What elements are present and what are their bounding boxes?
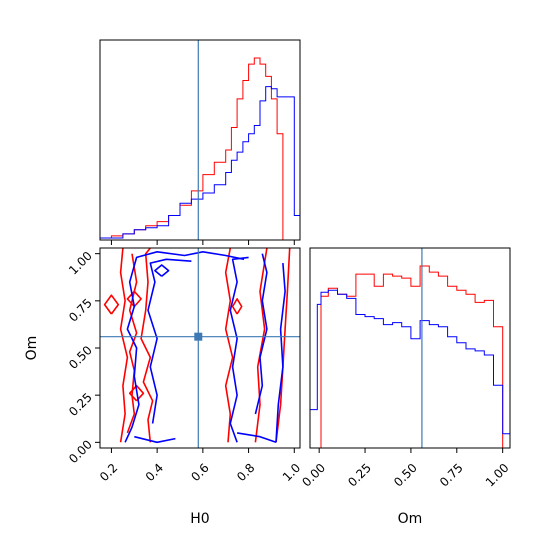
om-histogram-x-tick-label-3: 0.75 xyxy=(437,461,466,490)
joint-x-tick-label-1: 0.4 xyxy=(143,461,166,484)
om-histogram-x-tick-label-2: 0.50 xyxy=(391,461,420,490)
joint-contour-0-2 xyxy=(126,253,138,434)
joint-y-tick-label-4: 1.00 xyxy=(66,249,95,278)
joint-y-tick-label-0: 0.00 xyxy=(66,437,95,466)
joint-y-tick-label-2: 0.50 xyxy=(66,343,95,372)
h0-histogram-frame xyxy=(99,39,301,241)
joint-contour-panel: 0.2 0.4 0.6 0.8 1.0 0.000.250.500.751.00 H0 … xyxy=(24,247,303,527)
joint-contour-1-1 xyxy=(134,435,176,444)
joint-contour-1-3 xyxy=(229,256,249,443)
om-histogram-ticks: 0.00 0.25 0.50 0.75 1.00 xyxy=(299,448,512,490)
om-histogram-x-tick-label-1: 0.25 xyxy=(345,461,374,490)
h0-histogram-series-1 xyxy=(100,86,300,239)
joint-contour-frame xyxy=(99,247,301,449)
joint-contour-0-0 xyxy=(119,247,129,443)
om-histogram-frame xyxy=(309,247,511,449)
joint-contour-0-9 xyxy=(231,298,243,315)
joint-x-axis-label: H0 xyxy=(190,511,209,527)
h0-histogram-ticks xyxy=(110,240,295,245)
joint-contour-1-6 xyxy=(275,263,286,443)
om-histogram-series-1 xyxy=(310,289,510,435)
joint-contour-1-2 xyxy=(147,258,192,424)
joint-contour-0-3 xyxy=(224,247,234,443)
h0-histogram-series-0 xyxy=(100,57,300,241)
joint-y-ticks: 0.00 0.25 0.50 0.75 1.00 xyxy=(66,249,100,466)
joint-truth-marker xyxy=(194,332,203,341)
joint-y-tick-label-3: 0.75 xyxy=(66,296,95,325)
om-histogram-x-tick-label-4: 1.00 xyxy=(483,461,512,490)
joint-contour-1-4 xyxy=(236,432,277,444)
om-histogram-panel: 0.00 0.25 0.50 0.75 1.00 Om xyxy=(299,247,512,527)
om-histogram-x-tick-label-0: 0.00 xyxy=(299,461,328,490)
h0-histogram-series xyxy=(100,57,300,241)
om-x-axis-label: Om xyxy=(398,511,423,527)
om-histogram-series xyxy=(310,265,510,449)
joint-contour-0-6 xyxy=(103,294,120,315)
joint-contour-1-0 xyxy=(124,251,245,443)
om-histogram-series-0 xyxy=(310,265,510,449)
joint-x-ticks: 0.2 0.4 0.6 0.8 1.0 xyxy=(97,448,303,484)
joint-contour-0-1 xyxy=(140,247,154,443)
joint-contour-0-5 xyxy=(275,247,291,443)
joint-contour-series xyxy=(103,247,291,444)
joint-x-tick-label-2: 0.6 xyxy=(188,461,211,484)
joint-y-axis-label: Om xyxy=(24,336,40,361)
h0-histogram-panel xyxy=(99,39,301,245)
joint-contour-0-7 xyxy=(126,290,142,308)
joint-x-tick-label-3: 0.8 xyxy=(234,461,257,484)
joint-contour-1-7 xyxy=(154,264,170,277)
joint-x-tick-label-0: 0.2 xyxy=(97,461,120,484)
joint-contour-0-4 xyxy=(254,247,268,443)
joint-y-tick-label-1: 0.25 xyxy=(66,390,95,419)
joint-contour-1-5 xyxy=(254,253,268,415)
